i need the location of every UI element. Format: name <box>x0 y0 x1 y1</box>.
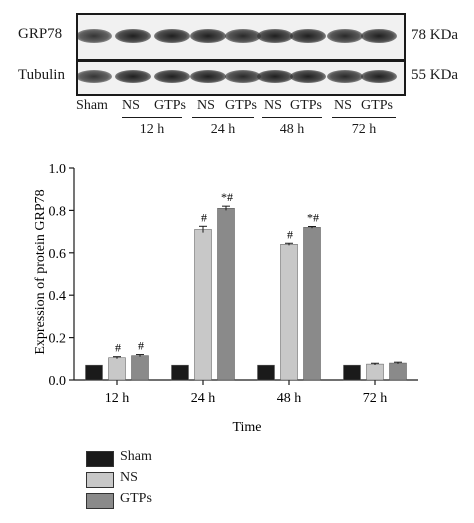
lane-label: GTPs <box>290 98 322 113</box>
bar-ns-1 <box>194 229 212 381</box>
blot-strip-grp78 <box>76 13 406 61</box>
blot-band <box>327 29 363 43</box>
blot-strip-tubulin <box>76 60 406 96</box>
timepoint-underline <box>122 117 182 118</box>
timepoint-label: 48 h <box>279 122 305 137</box>
lane-label: GTPs <box>154 98 186 113</box>
legend-swatch-ns <box>86 472 114 488</box>
significance-mark: *# <box>221 190 233 204</box>
timepoint-underline <box>262 117 322 118</box>
blot-band <box>361 70 397 83</box>
x-tick-label: 24 h <box>191 391 216 406</box>
bar-ns-0 <box>108 357 126 381</box>
blot-band <box>115 70 151 83</box>
x-axis-label: Time <box>232 420 261 435</box>
y-tick-label: 0.2 <box>49 332 67 347</box>
y-axis-label: Expression of protein GRP78 <box>33 189 48 354</box>
lane-label: NS <box>197 98 215 113</box>
legend-label-sham: Sham <box>120 449 152 464</box>
timepoint-underline <box>332 117 396 118</box>
bar-gtps-1 <box>217 208 235 381</box>
blot-band <box>190 29 226 43</box>
legend-label-ns: NS <box>120 470 138 485</box>
blot-size-label-tubulin: 55 KDa <box>411 67 459 83</box>
blot-row-label-grp78: GRP78 <box>18 26 63 42</box>
x-tick-label: 12 h <box>105 391 130 406</box>
blot-band <box>225 70 261 83</box>
legend-swatch-gtps <box>86 493 114 509</box>
bar-gtps-0 <box>131 355 149 381</box>
bar-gtps-2 <box>303 227 321 381</box>
significance-mark: *# <box>307 211 319 225</box>
lane-label: GTPs <box>361 98 393 113</box>
blot-row-label-tubulin: Tubulin <box>18 67 65 83</box>
blot-band <box>290 29 326 43</box>
blot-band <box>290 70 326 83</box>
x-tick-label: 72 h <box>363 391 388 406</box>
blot-band <box>225 29 261 43</box>
blot-band <box>78 29 112 43</box>
blot-band <box>257 29 293 43</box>
blot-band <box>154 70 190 83</box>
blot-band <box>115 29 151 43</box>
blot-band <box>327 70 363 83</box>
blot-band <box>154 29 190 43</box>
x-tick-label: 48 h <box>277 391 302 406</box>
bar-ns-2 <box>280 244 298 381</box>
lane-label: Sham <box>76 98 108 113</box>
blot-size-label-grp78: 78 KDa <box>411 27 459 43</box>
chart-axes: 0.0 0.2 0.4 0.6 0.8 1.0 12 h 24 h 48 h 72 h <box>49 162 418 406</box>
timepoint-underline <box>192 117 254 118</box>
y-tick-label: 1.0 <box>49 162 67 177</box>
timepoint-label: 12 h <box>139 122 165 137</box>
bar-sham-3 <box>343 364 361 381</box>
timepoint-label: 24 h <box>210 122 236 137</box>
blot-band <box>361 29 397 43</box>
lane-label: GTPs <box>225 98 257 113</box>
y-tick-label: 0.0 <box>49 374 67 389</box>
legend-swatch-sham <box>86 451 114 467</box>
lane-label: NS <box>334 98 352 113</box>
blot-band <box>190 70 226 83</box>
blot-band <box>257 70 293 83</box>
significance-mark: # <box>138 339 144 353</box>
significance-mark: # <box>115 341 121 355</box>
legend-label-gtps: GTPs <box>120 491 152 506</box>
bar-ns-3 <box>366 363 384 381</box>
timepoint-label: 72 h <box>351 122 377 137</box>
y-tick-label: 0.6 <box>49 247 67 262</box>
lane-label: NS <box>122 98 140 113</box>
blot-band <box>78 70 112 83</box>
bar-sham-1 <box>171 364 189 381</box>
lane-label: NS <box>264 98 282 113</box>
significance-mark: # <box>201 210 207 224</box>
significance-mark: # <box>287 227 293 241</box>
chart-bars: # # # *# # *# <box>85 190 407 381</box>
bar-sham-2 <box>257 364 275 381</box>
y-tick-label: 0.4 <box>49 289 67 304</box>
y-tick-label: 0.8 <box>49 204 67 219</box>
bar-sham-0 <box>85 364 103 381</box>
bar-gtps-3 <box>389 362 407 381</box>
